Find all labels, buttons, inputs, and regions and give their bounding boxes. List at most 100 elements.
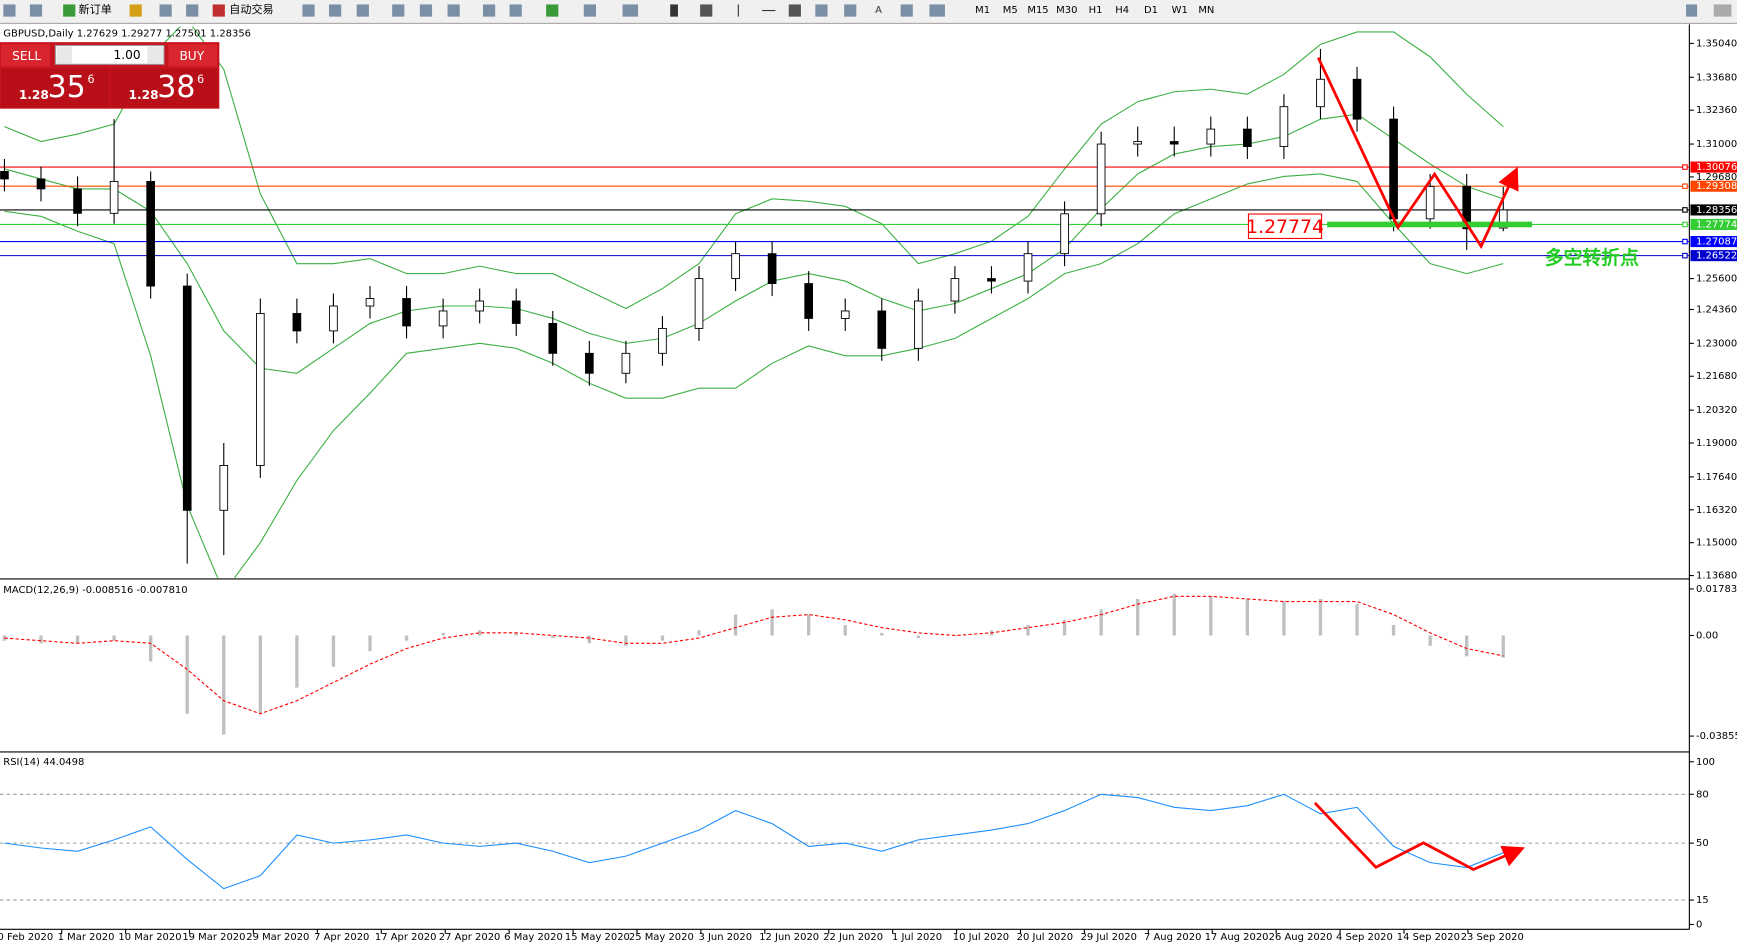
candle-body bbox=[256, 313, 265, 466]
candle-body bbox=[1060, 213, 1069, 255]
y-tick-label: 1.32360 bbox=[1696, 105, 1737, 116]
x-tick-label: 27 Apr 2020 bbox=[439, 932, 501, 943]
macd-bar bbox=[368, 635, 372, 652]
timeframe-button[interactable]: D1 bbox=[1144, 5, 1158, 16]
sell-button[interactable] bbox=[1, 44, 50, 67]
y-tick-label: 1.35040 bbox=[1696, 38, 1737, 49]
level-label-bg bbox=[1690, 236, 1737, 248]
candle-body bbox=[1498, 209, 1508, 229]
level-marker bbox=[1682, 183, 1688, 189]
x-tick-label: 25 May 2020 bbox=[629, 932, 694, 943]
buy-pips: 38 bbox=[157, 70, 195, 105]
level-label: 1.30076 bbox=[1696, 162, 1737, 173]
bollinger-band bbox=[4, 173, 1504, 578]
timeframe-button[interactable]: H4 bbox=[1115, 5, 1129, 16]
candle-body bbox=[621, 352, 631, 374]
auto-trading-button[interactable]: 自动交易 bbox=[229, 2, 273, 16]
y-tick-label: 0.00 bbox=[1696, 630, 1718, 641]
macd-bar bbox=[112, 635, 116, 641]
buy-label: BUY bbox=[179, 49, 204, 63]
buy-fraction: 6 bbox=[197, 73, 204, 86]
candle-body bbox=[329, 305, 338, 332]
macd-bar bbox=[1391, 625, 1396, 636]
timeframe-button[interactable]: MN bbox=[1198, 5, 1214, 16]
y-tick-label: 15 bbox=[1696, 895, 1709, 906]
x-tick-label: 10 Mar 2020 bbox=[118, 932, 181, 943]
chart-window bbox=[0, 24, 1737, 946]
candle-body bbox=[1352, 78, 1362, 120]
macd-bar bbox=[1062, 619, 1067, 636]
candle-body bbox=[877, 310, 887, 349]
timeframe-button[interactable]: M5 bbox=[1003, 5, 1018, 16]
y-tick-label: 1.23000 bbox=[1696, 338, 1737, 349]
macd-bar bbox=[843, 625, 847, 636]
toolbar-icons bbox=[3, 4, 1732, 17]
candle-body bbox=[1243, 128, 1252, 147]
lots-input[interactable] bbox=[54, 44, 165, 65]
timeframes: M1 M5 M15 M30 H1 H4 D1 W1 MN bbox=[975, 5, 1214, 16]
timeframe-button[interactable]: M30 bbox=[1056, 5, 1077, 16]
candle-body bbox=[548, 322, 558, 354]
macd-bar bbox=[295, 635, 299, 688]
indicator-title: GBPUSD,Daily 1.27629 1.29277 1.27501 1.2… bbox=[3, 28, 251, 39]
level-marker bbox=[1682, 207, 1688, 213]
buy-price-box[interactable] bbox=[110, 68, 219, 108]
x-tick-label: 1 Jul 2020 bbox=[892, 932, 942, 943]
timeframe-button[interactable]: W1 bbox=[1172, 5, 1188, 16]
macd-bar bbox=[1282, 601, 1286, 636]
candle-body bbox=[146, 180, 155, 287]
x-tick-label: 29 Mar 2020 bbox=[246, 932, 309, 943]
candle-body bbox=[1133, 141, 1143, 145]
x-tick-label: 26 Aug 2020 bbox=[1269, 932, 1333, 943]
candle-body bbox=[292, 313, 302, 332]
y-tick-label: 100 bbox=[1696, 757, 1715, 768]
macd-bar bbox=[331, 635, 336, 667]
candle-body bbox=[36, 178, 46, 190]
candle-body bbox=[219, 464, 229, 511]
x-tick-label: 7 Apr 2020 bbox=[314, 932, 369, 943]
bollinger-band bbox=[4, 26, 1504, 310]
trend-arrow bbox=[1317, 57, 1519, 250]
candle-body bbox=[1023, 253, 1033, 282]
candle-body bbox=[1425, 185, 1435, 220]
macd-bar bbox=[148, 635, 153, 662]
candle-body bbox=[585, 352, 594, 374]
x-tick-label: 22 Jun 2020 bbox=[823, 932, 883, 943]
level-marker bbox=[1682, 238, 1688, 245]
buy-button[interactable] bbox=[168, 44, 218, 67]
x-tick-label: 3 Jun 2020 bbox=[698, 932, 752, 943]
timeframe-button[interactable]: M15 bbox=[1027, 5, 1048, 16]
chart-layer: 1.35040 1.33680 1.32360 1.31000 1.29680 1.256… bbox=[0, 26, 1737, 943]
x-tick-label: 29 Jul 2020 bbox=[1081, 932, 1137, 943]
timeframe-button[interactable]: M1 bbox=[975, 5, 990, 16]
macd-signal bbox=[4, 595, 1504, 715]
macd-bar bbox=[1209, 596, 1213, 636]
sell-price-box[interactable] bbox=[1, 68, 109, 108]
sell-label: SELL bbox=[12, 49, 41, 63]
macd-bar bbox=[514, 632, 518, 636]
x-tick-label: 15 May 2020 bbox=[565, 932, 630, 943]
candle-body bbox=[804, 283, 814, 319]
x-tick-label: 23 Sep 2020 bbox=[1461, 932, 1524, 943]
candle-body bbox=[1206, 128, 1216, 145]
bollinger-band bbox=[4, 113, 1504, 374]
candle-body bbox=[767, 253, 777, 285]
buy-big-figure: 1.28 bbox=[129, 88, 159, 102]
y-tick-label: 80 bbox=[1696, 789, 1709, 800]
candle-body bbox=[475, 300, 484, 312]
level-label-bg bbox=[1690, 250, 1737, 262]
level-label-bg bbox=[1690, 180, 1737, 192]
x-tick-label: 6 May 2020 bbox=[504, 932, 563, 943]
y-tick-label: 1.13680 bbox=[1696, 571, 1737, 582]
y-tick-label: 1.19000 bbox=[1696, 438, 1737, 449]
new-order-button[interactable]: 新订单 bbox=[79, 2, 112, 16]
macd-bar bbox=[1136, 598, 1140, 636]
level-box bbox=[1247, 213, 1323, 239]
level-label-bg bbox=[1690, 218, 1737, 230]
text-tool[interactable]: A bbox=[875, 5, 882, 16]
candle-body bbox=[1389, 118, 1398, 220]
timeframe-button[interactable]: H1 bbox=[1089, 5, 1103, 16]
macd-bar bbox=[222, 635, 226, 735]
y-tick-label: 1.29680 bbox=[1696, 172, 1737, 183]
